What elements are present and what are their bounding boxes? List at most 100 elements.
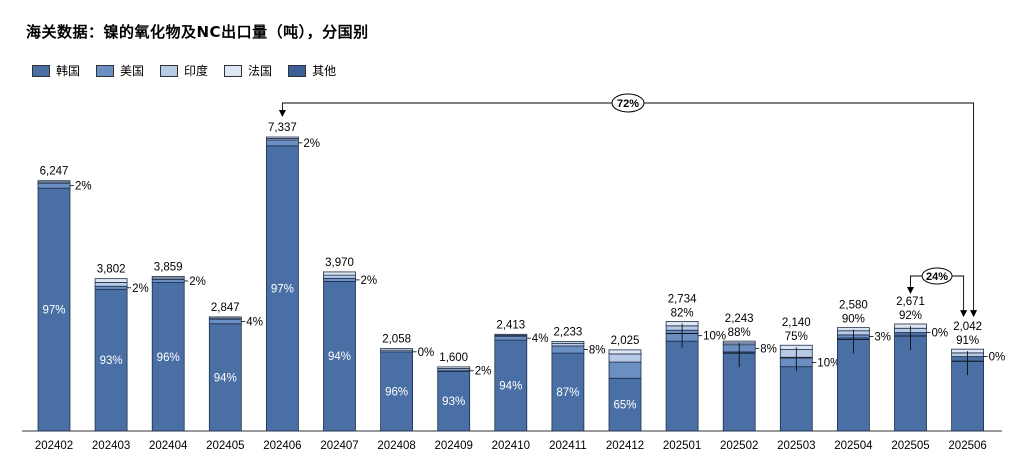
korea-share-label-202410: 94% [499,381,522,393]
category-label-202410: 202410 [492,440,530,452]
total-label-202409: 1,600 [439,352,468,364]
total-label-202506: 2,042 [953,321,982,333]
korea-share-label-202407: 94% [328,351,351,363]
bar-segment-202405-1 [208,318,242,325]
category-label-202403: 202403 [92,440,130,452]
annotation-24-label: 24% [926,271,948,283]
category-label-202406: 202406 [263,440,301,452]
total-label-202502: 2,243 [725,313,754,325]
category-label-202404: 202404 [149,440,188,452]
legend: 韩国 美国 印度 法国 其他 [32,62,336,79]
korea-share-label-202404: 96% [157,352,180,364]
us-share-label-202502: 8% [760,343,777,355]
bar-segment-202407-2 [323,274,356,279]
korea-share-label-202412: 65% [613,400,636,412]
legend-label-other: 其他 [312,64,337,78]
korea-share-label-202411: 87% [556,387,579,399]
total-label-202503: 2,140 [782,317,811,329]
legend-swatch-other [288,64,307,77]
legend-label-korea: 韩国 [56,64,81,78]
us-share-label-202406: 2% [303,138,320,150]
annotation-24-arrow-end [960,310,968,318]
category-label-202504: 202504 [834,440,873,452]
legend-swatch-india [160,64,179,77]
us-share-label-202402: 2% [75,181,92,193]
bar-segment-202410-1 [494,335,528,341]
annotation-72-label: 72% [617,98,639,110]
category-label-202501: 202501 [663,440,701,452]
annotation-72-bubble [611,93,645,113]
bar-segment-202407-0 [323,281,356,432]
us-share-label-202409: 2% [475,366,492,378]
korea-share-label-202502: 88% [728,327,751,339]
annotation-72-arrow-end [970,310,978,318]
legend-item-other: 其他 [288,62,336,79]
us-share-label-202404: 2% [189,276,206,288]
bar-segment-202409-0 [437,370,471,432]
total-label-202403: 3,802 [97,264,126,276]
bar-segment-202406-3 [265,136,299,139]
legend-label-us: 美国 [120,64,145,78]
us-share-label-202407: 2% [361,275,378,287]
category-label-202411: 202411 [549,440,587,452]
legend-swatch-us [96,64,115,77]
total-label-202504: 2,580 [839,300,868,312]
total-label-202411: 2,233 [554,327,583,339]
korea-share-label-202505: 92% [899,310,922,322]
legend-swatch-korea [32,64,50,77]
us-share-label-202411: 8% [589,345,606,357]
category-label-202407: 202407 [320,440,358,452]
bar-segment-202402-0 [37,187,71,432]
total-label-202501: 2,734 [668,293,697,305]
category-label-202405: 202405 [206,440,244,452]
category-label-202409: 202409 [435,440,473,452]
korea-share-label-202403: 93% [100,355,123,367]
us-share-label-202403: 2% [132,283,149,295]
bar-segment-202411-1 [551,345,585,354]
bar-segment-202501-0 [665,340,699,432]
bar-segment-202404-0 [151,282,185,432]
annotation-72-arrow-start [278,110,286,117]
category-label-202412: 202412 [606,440,644,452]
legend-swatch-france [224,64,243,77]
bar-segment-202408-0 [380,351,414,432]
total-label-202407: 3,970 [325,257,354,269]
bar-segment-202409-3 [437,366,471,369]
bar-segment-202405-0 [208,323,242,432]
korea-share-label-202409: 93% [442,396,465,408]
bar-segment-202411-3 [551,341,585,344]
bar-segment-202411-2 [551,342,585,347]
total-label-202406: 7,337 [268,122,297,134]
korea-share-label-202408: 96% [385,386,408,398]
total-label-202404: 3,859 [154,261,183,273]
bar-segment-202502-3 [722,340,756,344]
legend-item-india: 印度 [160,62,208,79]
us-share-label-202504: 3% [874,331,891,343]
korea-share-label-202405: 94% [214,372,237,384]
bar-segment-202407-3 [323,271,356,276]
category-label-202505: 202505 [891,440,929,452]
bar-segment-202406-1 [265,139,299,147]
bar-segment-202412-0 [608,377,642,432]
category-label-202408: 202408 [377,440,415,452]
us-share-label-202503: 10% [817,357,840,369]
bar-segment-202403-3 [94,278,128,283]
category-label-202502: 202502 [720,440,758,452]
bar-segment-202412-3 [608,349,642,355]
bar-segment-202404-3 [151,275,185,279]
annotation-72-line [281,102,975,316]
legend-item-korea: 韩国 [32,62,80,79]
korea-share-label-202503: 75% [785,331,808,343]
chart-title: 海关数据：镍的氧化物及NC出口量（吨），分国别 [26,23,369,41]
category-label-202506: 202506 [948,440,986,452]
category-label-202402: 202402 [35,440,73,452]
korea-share-label-202406: 97% [271,283,294,295]
legend-label-france: 法国 [248,64,273,78]
bar-segment-202408-3 [380,348,414,351]
total-label-202412: 2,025 [611,335,640,347]
us-share-label-202505: 0% [932,328,949,340]
korea-share-label-202506: 91% [956,335,979,347]
bar-segment-202403-1 [94,285,128,290]
annotation-24-arrow-start [907,286,914,294]
